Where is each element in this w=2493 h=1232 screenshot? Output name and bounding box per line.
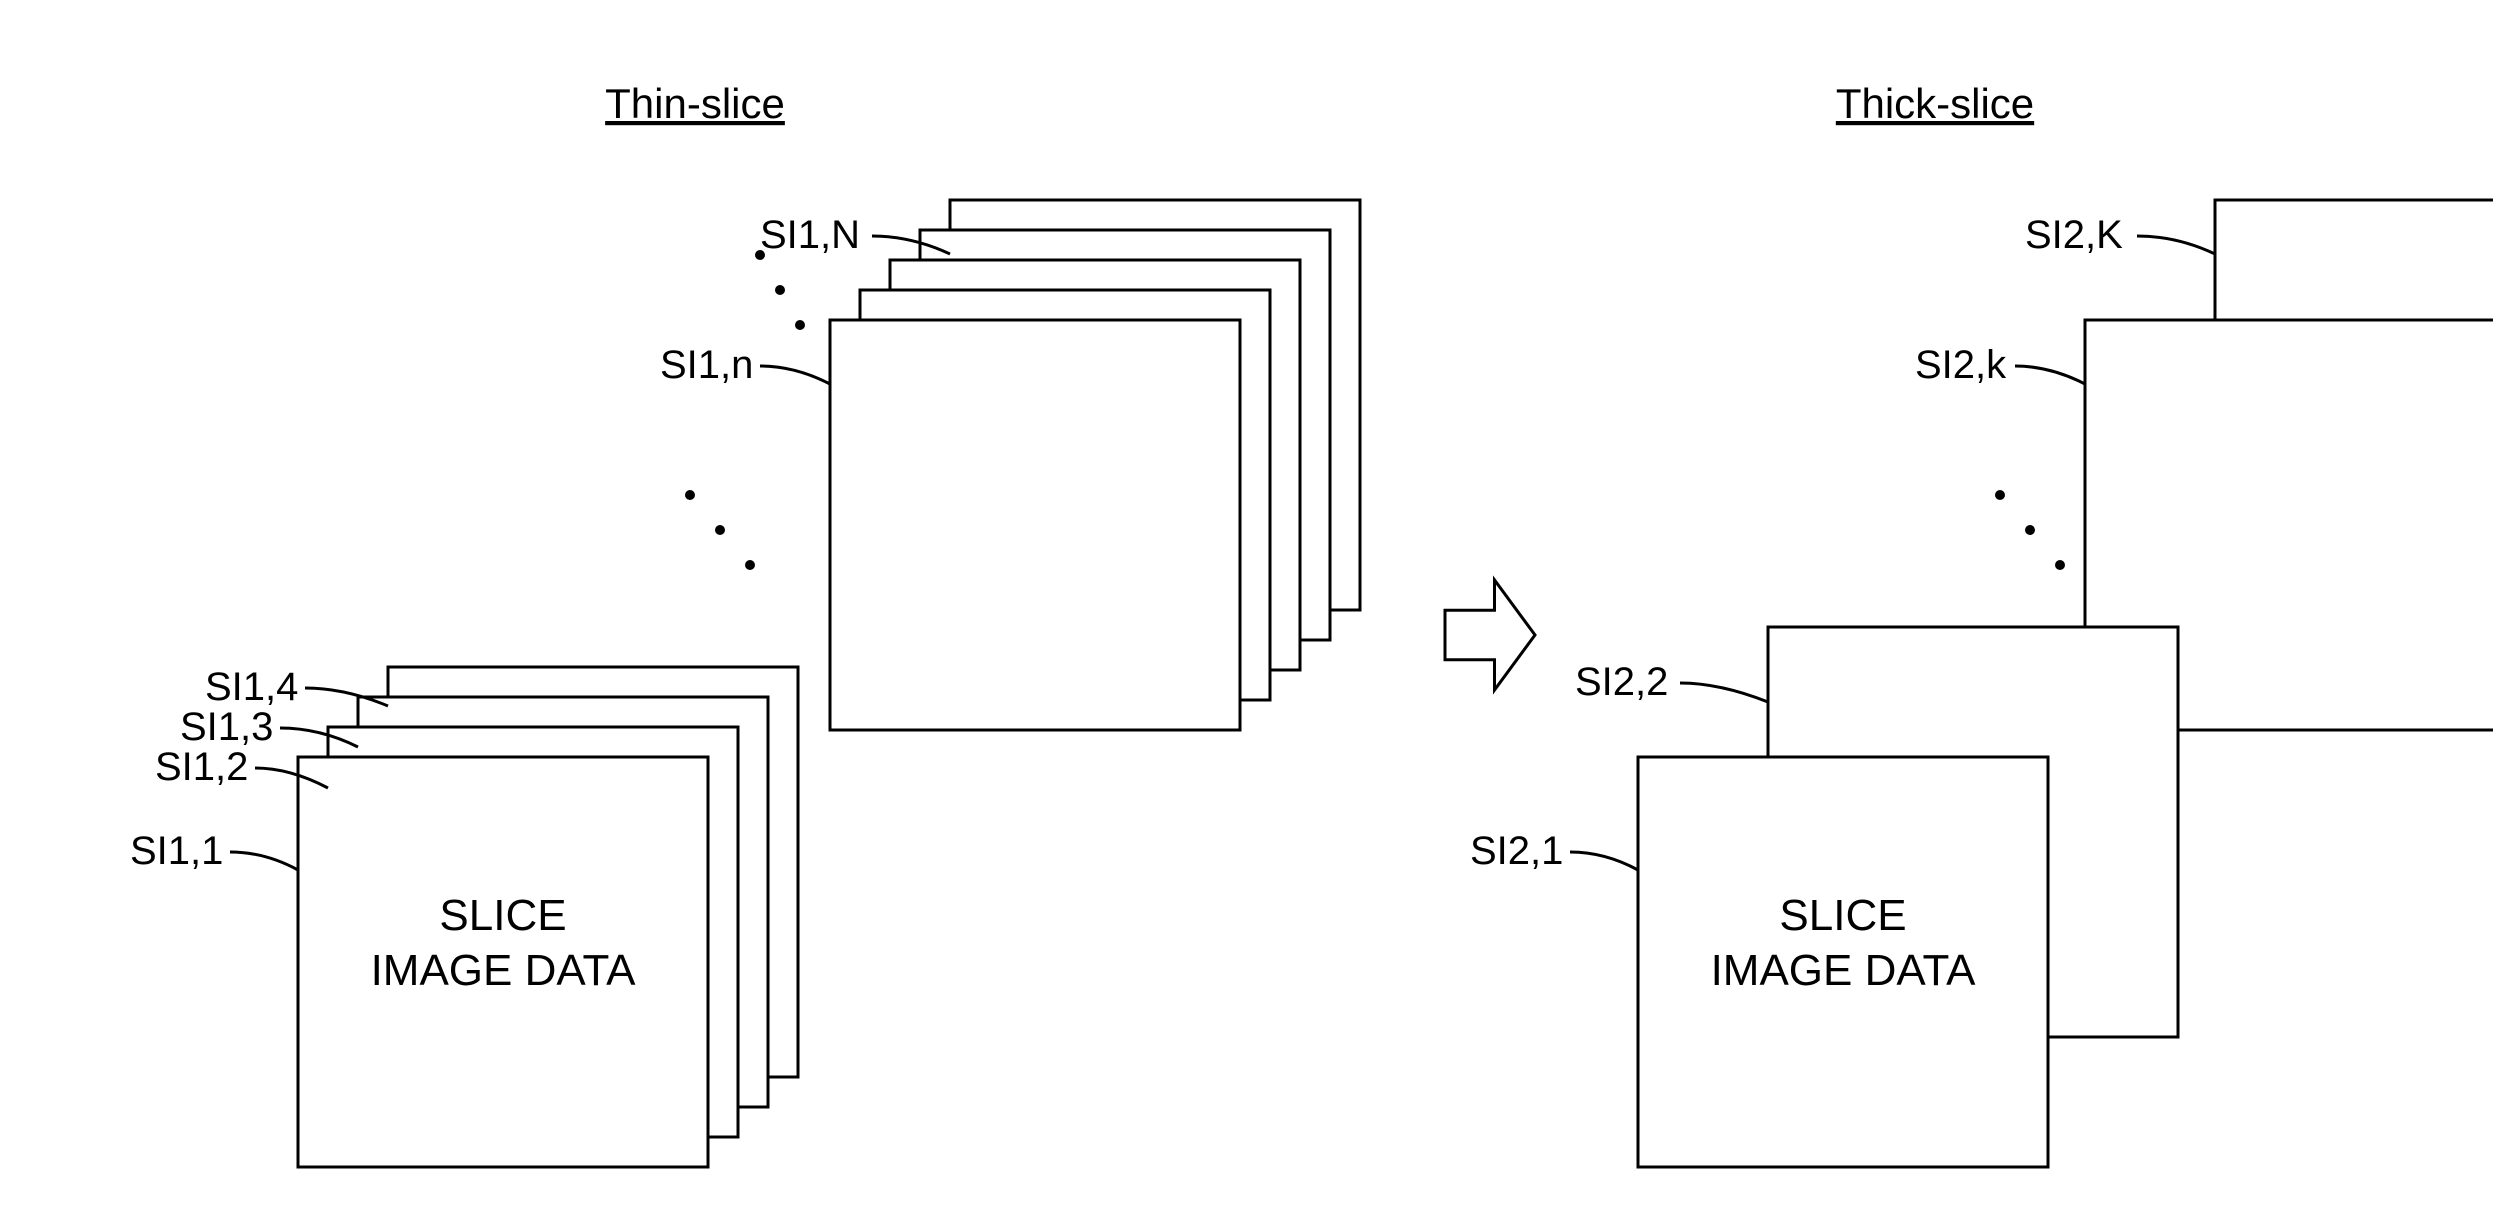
thin-box-text-line2: IMAGE DATA (371, 946, 636, 995)
thin-ellipsis-dot (715, 525, 725, 535)
thick-slice-label: SI2,2 (1575, 660, 1668, 704)
thick-ellipsis-dot (2025, 525, 2035, 535)
transform-arrow-icon (1445, 580, 1535, 690)
thin-ellipsis-dot (795, 320, 805, 330)
thin-ellipsis-dot (745, 560, 755, 570)
leader-line (2015, 366, 2085, 384)
thin-slice-label: SI1,n (660, 343, 753, 387)
thick-slice-label: SI2,1 (1470, 829, 1563, 873)
thick-slice-label: SI2,K (2025, 213, 2123, 257)
leader-line (2137, 236, 2215, 254)
thin-ellipsis-dot (775, 285, 785, 295)
thick-slice-title: Thick-slice (1836, 80, 2034, 127)
thin-box-text-line1: SLICE (439, 891, 566, 940)
leader-line (1570, 852, 1638, 870)
thin-slice-box (830, 320, 1240, 730)
leader-line (760, 366, 830, 384)
thick-ellipsis-dot (1995, 490, 2005, 500)
leader-line (230, 852, 298, 870)
thin-slice-label: SI1,4 (205, 665, 298, 709)
thin-slice-label: SI1,1 (130, 829, 223, 873)
leader-line (1680, 683, 1768, 702)
thick-box-text-line2: IMAGE DATA (1711, 946, 1976, 995)
thin-slice-label: SI1,3 (180, 705, 273, 749)
thin-slice-label: SI1,2 (155, 745, 248, 789)
thin-ellipsis-dot (685, 490, 695, 500)
thick-slice-label: SI2,k (1915, 343, 2007, 387)
thick-ellipsis-dot (2055, 560, 2065, 570)
thick-box-text-line1: SLICE (1779, 891, 1906, 940)
thin-slice-title: Thin-slice (605, 80, 785, 127)
thin-slice-label: SI1,N (760, 213, 860, 257)
